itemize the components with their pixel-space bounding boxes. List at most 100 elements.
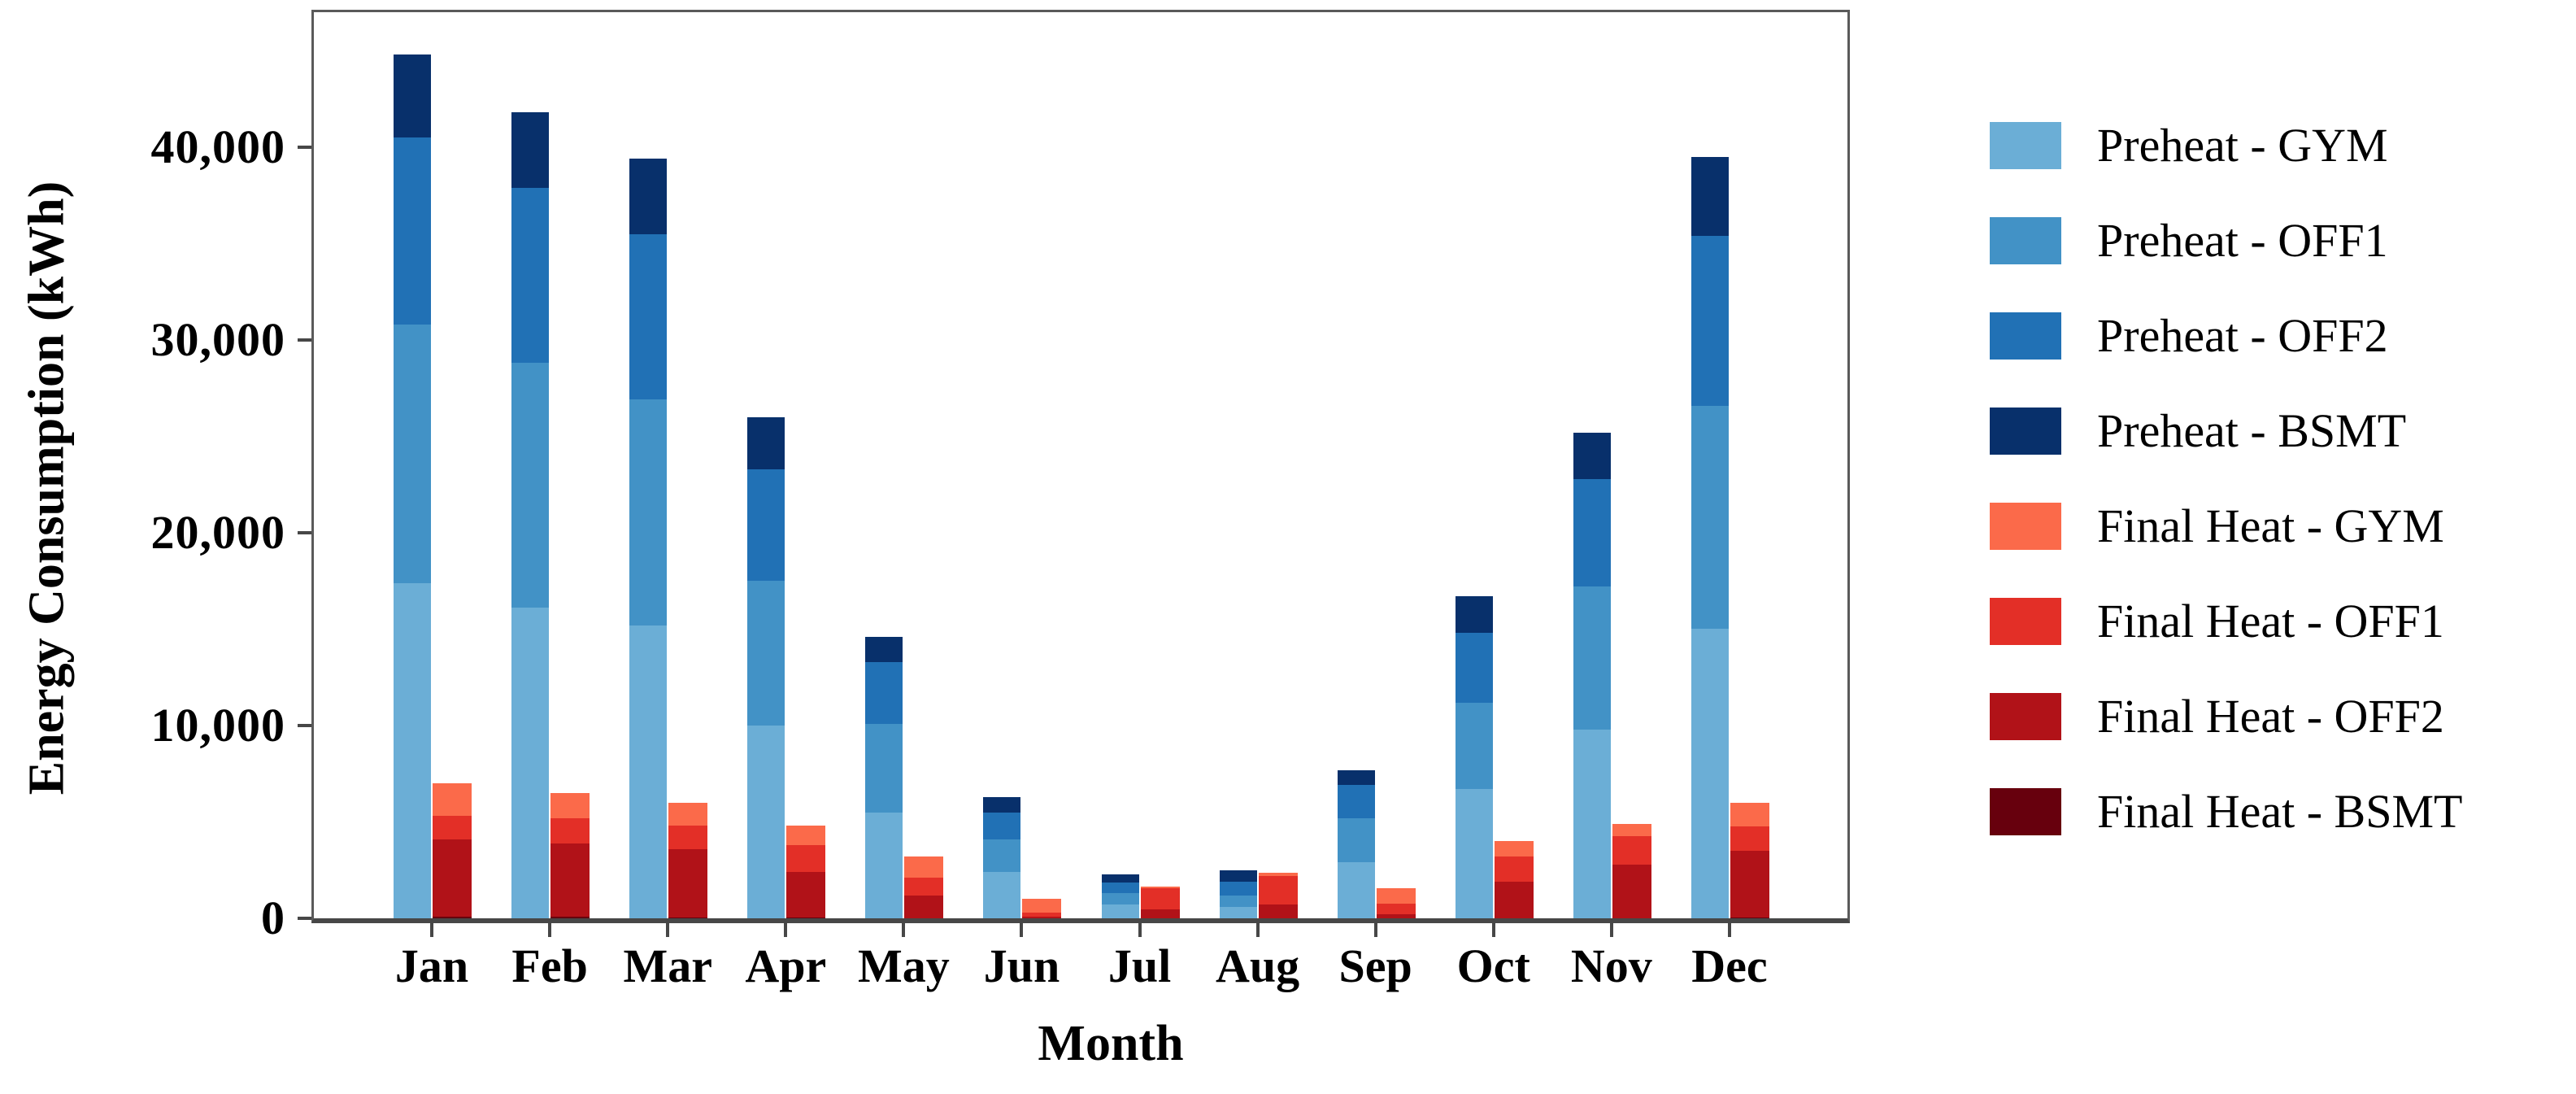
final-heat-bar-segment: [1612, 864, 1651, 918]
preheat-bar-segment: [865, 723, 903, 813]
final-heat-bar-segment: [433, 839, 472, 917]
final-heat-bar-segment: [1022, 899, 1062, 913]
legend-label: Preheat - BSMT: [2097, 404, 2407, 457]
final-heat-bar-segment: [1140, 888, 1180, 910]
final-heat-bar-segment: [668, 826, 708, 849]
x-tick-mark: [1255, 923, 1260, 937]
preheat-bar-segment: [1573, 729, 1611, 918]
preheat-bar-segment: [747, 725, 785, 918]
legend-label: Preheat - GYM: [2097, 119, 2388, 172]
legend-item: Final Heat - OFF1: [1990, 598, 2559, 645]
preheat-bar-segment: [1455, 633, 1493, 703]
x-tick-mark: [666, 923, 670, 937]
x-tick-mark: [1020, 923, 1024, 937]
preheat-bar-segment: [747, 469, 785, 582]
legend-item: Preheat - BSMT: [1990, 408, 2559, 455]
plot-area: [311, 10, 1850, 923]
x-axis-title: Month: [1038, 1016, 1184, 1071]
x-tick-label: Jan: [394, 939, 469, 992]
final-heat-bar-segment: [1494, 881, 1534, 918]
preheat-bar-segment: [394, 325, 432, 583]
preheat-bar-segment: [629, 625, 668, 918]
final-heat-bar-segment: [1612, 823, 1651, 837]
final-heat-bar-segment: [550, 916, 590, 918]
x-tick-label: Mar: [623, 939, 712, 992]
legend-label: Preheat - OFF2: [2097, 309, 2388, 362]
x-tick-label: Sep: [1338, 939, 1412, 992]
preheat-bar-segment: [511, 187, 550, 364]
legend-item: Final Heat - OFF2: [1990, 693, 2559, 740]
final-heat-bar-segment: [786, 917, 826, 918]
final-heat-bar-segment: [1376, 888, 1416, 904]
legend-swatch: [1990, 693, 2061, 740]
final-heat-bar-segment: [786, 844, 826, 873]
preheat-bar-segment: [1690, 629, 1729, 918]
preheat-bar-segment: [1573, 586, 1611, 730]
legend-label: Final Heat - OFF2: [2097, 690, 2444, 743]
legend-swatch: [1990, 408, 2061, 455]
legend-swatch: [1990, 503, 2061, 550]
legend-swatch: [1990, 122, 2061, 169]
preheat-bar-segment: [1573, 432, 1611, 479]
preheat-bar-segment: [1337, 817, 1375, 863]
legend-item: Preheat - OFF2: [1990, 312, 2559, 360]
final-heat-bar-segment: [433, 916, 472, 918]
final-heat-bar-segment: [1022, 912, 1062, 917]
final-heat-bar-segment: [1376, 904, 1416, 915]
x-tick-mark: [548, 923, 552, 937]
y-tick-label: 0: [261, 891, 285, 944]
preheat-bar-segment: [511, 112, 550, 188]
preheat-bar-segment: [1101, 893, 1139, 905]
preheat-bar-segment: [629, 159, 668, 234]
preheat-bar-segment: [1219, 870, 1257, 882]
preheat-bar-segment: [1690, 405, 1729, 630]
preheat-bar-segment: [1219, 881, 1257, 896]
final-heat-bar-segment: [1258, 875, 1298, 905]
preheat-bar-segment: [1690, 235, 1729, 406]
legend-label: Final Heat - OFF1: [2097, 595, 2444, 647]
preheat-bar-segment: [1455, 702, 1493, 790]
preheat-bar-segment: [1219, 895, 1257, 907]
x-tick-mark: [1138, 923, 1142, 937]
final-heat-bar-segment: [550, 843, 590, 917]
final-heat-bar-segment: [904, 895, 944, 918]
x-tick-mark: [1609, 923, 1613, 937]
x-tick-mark: [430, 923, 434, 937]
y-tick-label: 30,000: [150, 312, 285, 366]
final-heat-bar-segment: [1140, 886, 1180, 889]
final-heat-bar-segment: [904, 856, 944, 878]
preheat-bar-segment: [394, 582, 432, 918]
legend-label: Preheat - OFF1: [2097, 214, 2388, 267]
final-heat-bar-segment: [904, 878, 944, 896]
legend-swatch: [1990, 788, 2061, 835]
x-tick-label: Feb: [511, 939, 588, 992]
final-heat-bar-segment: [1730, 802, 1769, 827]
x-tick-mark: [902, 923, 906, 937]
preheat-bar-segment: [1101, 874, 1139, 883]
final-heat-bar-segment: [1730, 851, 1769, 917]
preheat-bar-segment: [1690, 156, 1729, 236]
y-tick-label: 10,000: [150, 698, 285, 752]
final-heat-bar-segment: [550, 792, 590, 818]
final-heat-bar-segment: [1730, 917, 1769, 918]
x-tick-label: Nov: [1570, 939, 1652, 992]
y-tick-label: 40,000: [150, 120, 285, 173]
final-heat-bar-segment: [1612, 836, 1651, 865]
final-heat-bar-segment: [433, 816, 472, 839]
preheat-bar-segment: [394, 137, 432, 325]
y-tick-mark: [298, 338, 311, 342]
final-heat-bar-segment: [1258, 873, 1298, 876]
preheat-bar-segment: [865, 812, 903, 918]
final-heat-bar-segment: [1022, 916, 1062, 918]
x-tick-mark: [1373, 923, 1377, 937]
final-heat-bar-segment: [433, 783, 472, 817]
x-tick-mark: [1491, 923, 1495, 937]
legend: Preheat - GYM Preheat - OFF1 Preheat - OFF…: [1990, 122, 2559, 883]
final-heat-bar-segment: [550, 817, 590, 843]
preheat-bar-segment: [1337, 785, 1375, 818]
x-tick-label: Oct: [1456, 939, 1530, 992]
y-tick-mark: [298, 145, 311, 149]
preheat-bar-segment: [1455, 789, 1493, 918]
legend-item: Preheat - GYM: [1990, 122, 2559, 169]
final-heat-bar-segment: [786, 826, 826, 845]
